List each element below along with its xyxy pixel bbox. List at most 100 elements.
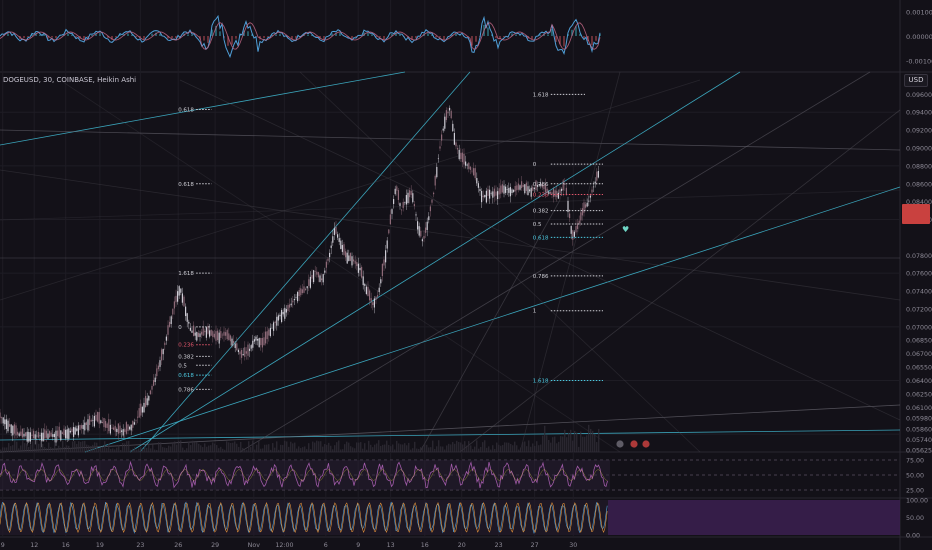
price-tick-label: 0.07200 (906, 306, 932, 313)
volume-bar (174, 441, 176, 452)
candle (583, 202, 585, 213)
volume-bar (264, 444, 266, 452)
time-tick-label: 9 (1, 542, 5, 549)
candle (453, 132, 455, 145)
volume-bar (532, 443, 534, 452)
volume-bar (502, 445, 504, 452)
rsi-panel[interactable]: 75.00 50.00 25.00 (0, 458, 924, 495)
candle (41, 432, 43, 442)
candle (284, 307, 286, 319)
candle (117, 423, 119, 434)
volume-bar (242, 447, 244, 452)
volume-bar (464, 441, 466, 452)
volume-bar (22, 440, 24, 452)
volume-bar (72, 441, 74, 452)
volume-bar (38, 443, 40, 452)
candle (389, 214, 391, 225)
candle (407, 192, 409, 204)
stoch-tick-label: 100.00 (906, 498, 928, 505)
volume-bar (384, 444, 386, 452)
currency-button[interactable]: USD (904, 74, 928, 87)
candle (34, 434, 36, 439)
candle (167, 325, 169, 335)
candle (338, 238, 340, 242)
volume-bar (0, 449, 2, 452)
volume-bar (204, 443, 206, 452)
candle (447, 111, 449, 114)
volume-bar (442, 446, 444, 452)
price-axis[interactable]: 0.09600 0.09400 0.09200 0.09000 0.08800 0.086… (906, 92, 932, 454)
volume-bar (300, 448, 302, 452)
candle (7, 420, 9, 432)
candle (68, 428, 70, 439)
volume-bar (596, 442, 598, 452)
stochastic-panel[interactable]: 100.00 50.00 0.00 (0, 498, 928, 540)
volume-bar (56, 449, 58, 452)
volume-bar (540, 444, 542, 452)
candle (354, 260, 356, 264)
candle (10, 424, 12, 434)
candle (428, 216, 430, 221)
candle (93, 415, 95, 427)
candle (161, 349, 163, 361)
candle (233, 340, 235, 344)
volume-bar (66, 445, 68, 452)
candle (474, 168, 476, 179)
volume-bar (98, 448, 100, 452)
candle (281, 310, 283, 322)
price-tick-label: 0.08600 (906, 181, 932, 188)
volume-bar (484, 440, 486, 452)
oscillator-panel[interactable]: 0.00100 0.00000 -0.00100 (0, 8, 932, 66)
event-marker[interactable] (616, 440, 624, 448)
candle (559, 189, 561, 194)
candle (442, 128, 444, 131)
candle (29, 432, 31, 442)
volume-bar (60, 447, 62, 452)
candle (197, 332, 199, 337)
volume-bar (428, 447, 430, 452)
event-marker[interactable] (642, 440, 650, 448)
volume-bar (278, 449, 280, 452)
volume-bar (146, 447, 148, 452)
candle (170, 316, 172, 324)
time-axis[interactable]: 9 12 16 19 23 26 29 Nov 12:00 6 9 13 16 20 23 27 30 (1, 542, 578, 549)
volume-bar (208, 445, 210, 452)
candle (513, 189, 515, 192)
time-tick-label: 12 (30, 542, 38, 549)
candle (431, 199, 433, 203)
volume-bar (416, 448, 418, 452)
candle (357, 263, 359, 273)
candle (236, 343, 238, 351)
candle (498, 188, 500, 195)
candle (215, 331, 217, 341)
volume-bar (568, 432, 570, 452)
price-tick-label: 0.05625 (906, 447, 932, 454)
volume-bar (448, 443, 450, 452)
candle (481, 190, 483, 203)
candle (329, 252, 331, 258)
candle (266, 331, 268, 340)
candle (274, 321, 276, 323)
candle (396, 186, 398, 191)
volume-bar (8, 443, 10, 452)
volume-bar (214, 443, 216, 452)
candle (77, 425, 79, 436)
candle (244, 347, 246, 357)
price-candles[interactable] (0, 105, 600, 452)
volume-bar (410, 449, 412, 452)
candle (369, 290, 371, 301)
candle (69, 430, 71, 433)
volume-bar (348, 442, 350, 452)
volume-bar (582, 436, 584, 452)
event-marker[interactable] (630, 440, 638, 448)
volume-bar (340, 449, 342, 452)
volume-bar (530, 446, 532, 452)
candle (15, 425, 17, 436)
volume-bar (76, 443, 78, 452)
candle (493, 188, 495, 197)
volume-bar (42, 443, 44, 452)
price-tick-label: 0.09600 (906, 92, 932, 99)
volume-bar (180, 440, 182, 452)
volume-bar (152, 444, 154, 452)
